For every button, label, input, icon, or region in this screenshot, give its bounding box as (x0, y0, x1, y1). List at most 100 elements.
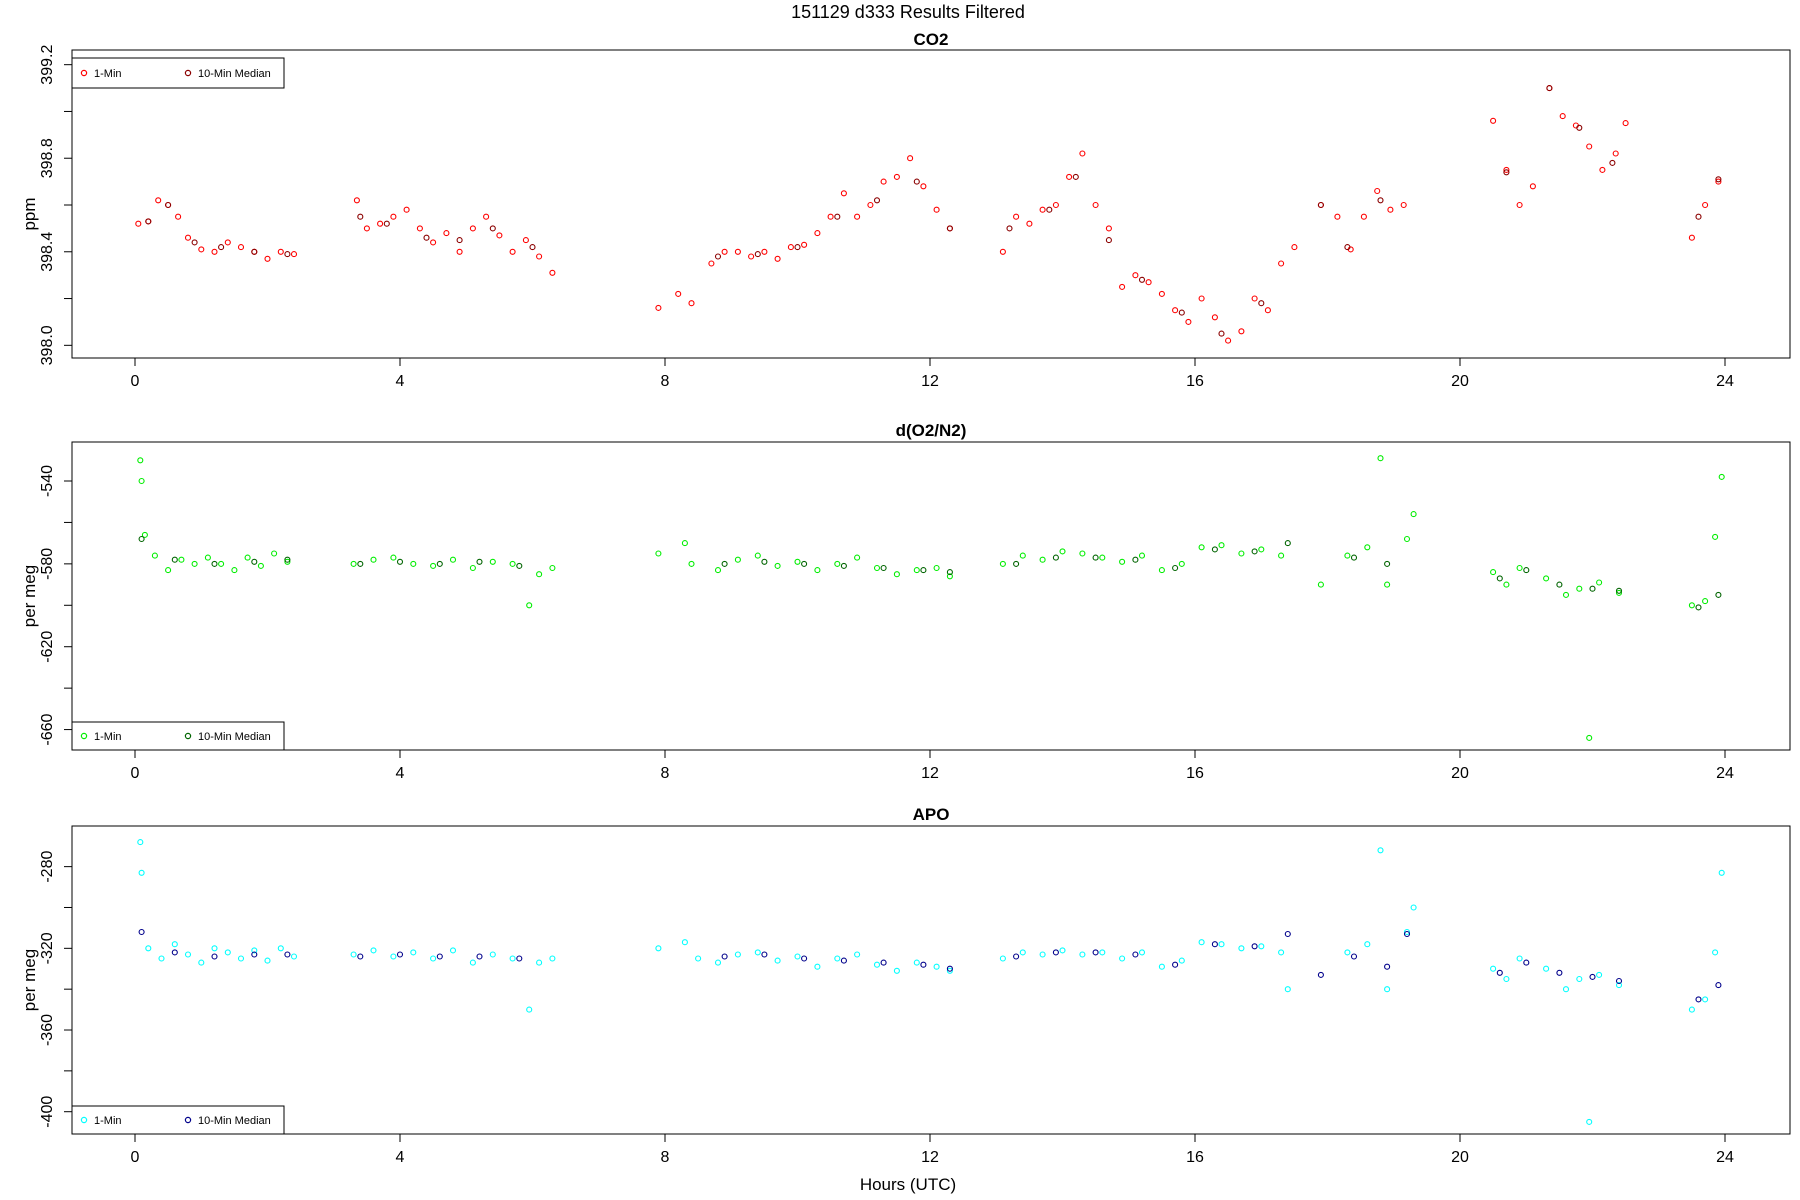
data-point-o2n2-1min (999, 560, 1006, 567)
legend-o2n2: 1-Min 10-Min Median (71, 721, 285, 751)
data-point-apo-1min (1718, 869, 1725, 876)
data-point-apo-1min (946, 967, 953, 974)
points-co2 (135, 85, 1722, 344)
data-point-o2n2-median (1496, 575, 1503, 582)
data-point-co2-median (913, 178, 920, 185)
data-point-o2n2-1min (1516, 564, 1523, 572)
data-point-co2-median (1072, 173, 1079, 180)
data-point-co2-median (1546, 85, 1553, 92)
data-point-o2n2-1min (231, 567, 238, 574)
data-point-co2-median (1695, 213, 1702, 220)
data-point-apo-median (1556, 969, 1563, 976)
data-point-o2n2-1min (774, 562, 781, 569)
data-point-o2n2-1min (204, 554, 211, 561)
data-point-co2-1min (1559, 113, 1566, 120)
x-tick-label-co2-1: 4 (396, 373, 405, 390)
data-point-co2-median (1218, 330, 1225, 337)
data-point-co2-median (1317, 201, 1324, 209)
data-point-o2n2-1min (218, 560, 225, 567)
x-tick-label-o2n2-3: 12 (921, 765, 939, 782)
data-point-co2-1min (1715, 178, 1722, 185)
y-tick-label-o2n2-0: -540 (39, 465, 56, 497)
data-point-apo-1min (198, 959, 205, 966)
data-point-apo-median (436, 953, 443, 960)
y-tick-label-co2-0: 398.0 (39, 325, 56, 365)
data-point-o2n2-median (138, 535, 145, 543)
data-point-o2n2-1min (1377, 455, 1384, 462)
data-point-o2n2-1min (814, 567, 821, 574)
data-point-apo-1min (211, 945, 218, 952)
data-point-o2n2-1min (244, 554, 251, 561)
panel-o2n2: d(O2/N2) per meg 0 4 8 12 16 20 24 -540 -580 -62… (20, 421, 1791, 782)
legend-label-median-apo: 10-Min Median (198, 1115, 271, 1127)
data-point-co2-1min (1291, 244, 1298, 251)
data-point-o2n2-1min (1596, 579, 1603, 586)
data-point-apo-median (1615, 977, 1623, 985)
data-point-o2n2-median (171, 556, 178, 563)
data-point-o2n2-1min (1702, 598, 1709, 605)
data-point-o2n2-median (1589, 585, 1596, 592)
y-axis-label-co2: ppm (20, 197, 39, 230)
data-point-co2-1min (496, 232, 503, 239)
data-point-o2n2-1min (1138, 552, 1146, 559)
data-point-co2-1min (774, 255, 781, 262)
data-point-apo-1min (1079, 951, 1086, 958)
data-point-o2n2-median (840, 562, 847, 569)
data-point-co2-median (423, 234, 430, 241)
data-point-o2n2-1min (1403, 535, 1411, 543)
data-point-co2-1min (814, 230, 821, 237)
data-point-apo-median (1523, 959, 1530, 966)
data-point-apo-median (357, 953, 364, 960)
data-point-co2-1min (1334, 213, 1341, 220)
data-point-co2-1min (1251, 295, 1258, 302)
data-point-co2-median (1138, 276, 1146, 283)
data-point-apo-1min (1178, 957, 1185, 964)
data-point-o2n2-1min (1278, 552, 1285, 559)
data-point-apo-1min (350, 951, 357, 958)
data-point-o2n2-median (1523, 567, 1530, 574)
data-point-apo-1min (1198, 939, 1205, 946)
data-point-o2n2-1min (1019, 552, 1026, 559)
data-point-o2n2-median (1251, 548, 1258, 555)
data-point-co2-1min (893, 173, 900, 180)
data-point-co2-1min (1622, 120, 1629, 127)
data-point-o2n2-median (1052, 554, 1059, 561)
data-point-apo-1min (1516, 955, 1523, 962)
x-tick-label-apo-4: 16 (1186, 1149, 1204, 1166)
data-point-o2n2-median (946, 569, 953, 576)
data-point-co2-median (754, 251, 761, 258)
data-point-co2-1min (1052, 201, 1059, 209)
data-point-co2-1min (483, 213, 490, 220)
y-ticks-o2n2: -540 -580 -620 -660 (39, 465, 72, 746)
data-point-co2-1min (198, 246, 205, 253)
data-point-co2-1min (1013, 213, 1020, 220)
data-point-apo-median (171, 949, 178, 956)
data-point-o2n2-1min (1258, 546, 1265, 553)
legend-marker-median-o2n2 (184, 732, 192, 740)
data-point-co2-1min (1079, 150, 1086, 157)
data-point-co2-1min (1145, 279, 1152, 286)
data-point-apo-median (211, 953, 218, 960)
data-point-apo-1min (933, 963, 940, 970)
data-point-apo-1min (1258, 943, 1265, 950)
data-point-apo-1min (1576, 975, 1583, 983)
data-point-apo-1min (184, 951, 192, 958)
data-point-co2-1min (708, 260, 715, 267)
data-point-apo-median (880, 959, 887, 966)
y-ticks-co2: 398.0 398.4 398.8 399.2 (39, 45, 72, 365)
data-point-co2-1min (377, 220, 384, 227)
x-ticks-apo: 0 4 8 12 16 20 24 (131, 1134, 1734, 1166)
data-point-co2-1min (688, 300, 695, 307)
data-point-co2-1min (1225, 337, 1232, 344)
data-point-apo-median (946, 965, 953, 972)
data-point-apo-1min (1543, 965, 1550, 972)
data-point-o2n2-1min (1576, 585, 1583, 592)
data-point-co2-1min (787, 244, 794, 251)
y-axis-label-o2n2: per meg (20, 565, 39, 627)
data-point-co2-1min (184, 234, 192, 241)
points-apo (137, 839, 1725, 1125)
data-point-apo-1min (251, 947, 258, 954)
data-point-apo-1min (277, 945, 284, 952)
data-point-o2n2-1min (1543, 575, 1550, 582)
data-point-co2-1min (1490, 117, 1497, 124)
